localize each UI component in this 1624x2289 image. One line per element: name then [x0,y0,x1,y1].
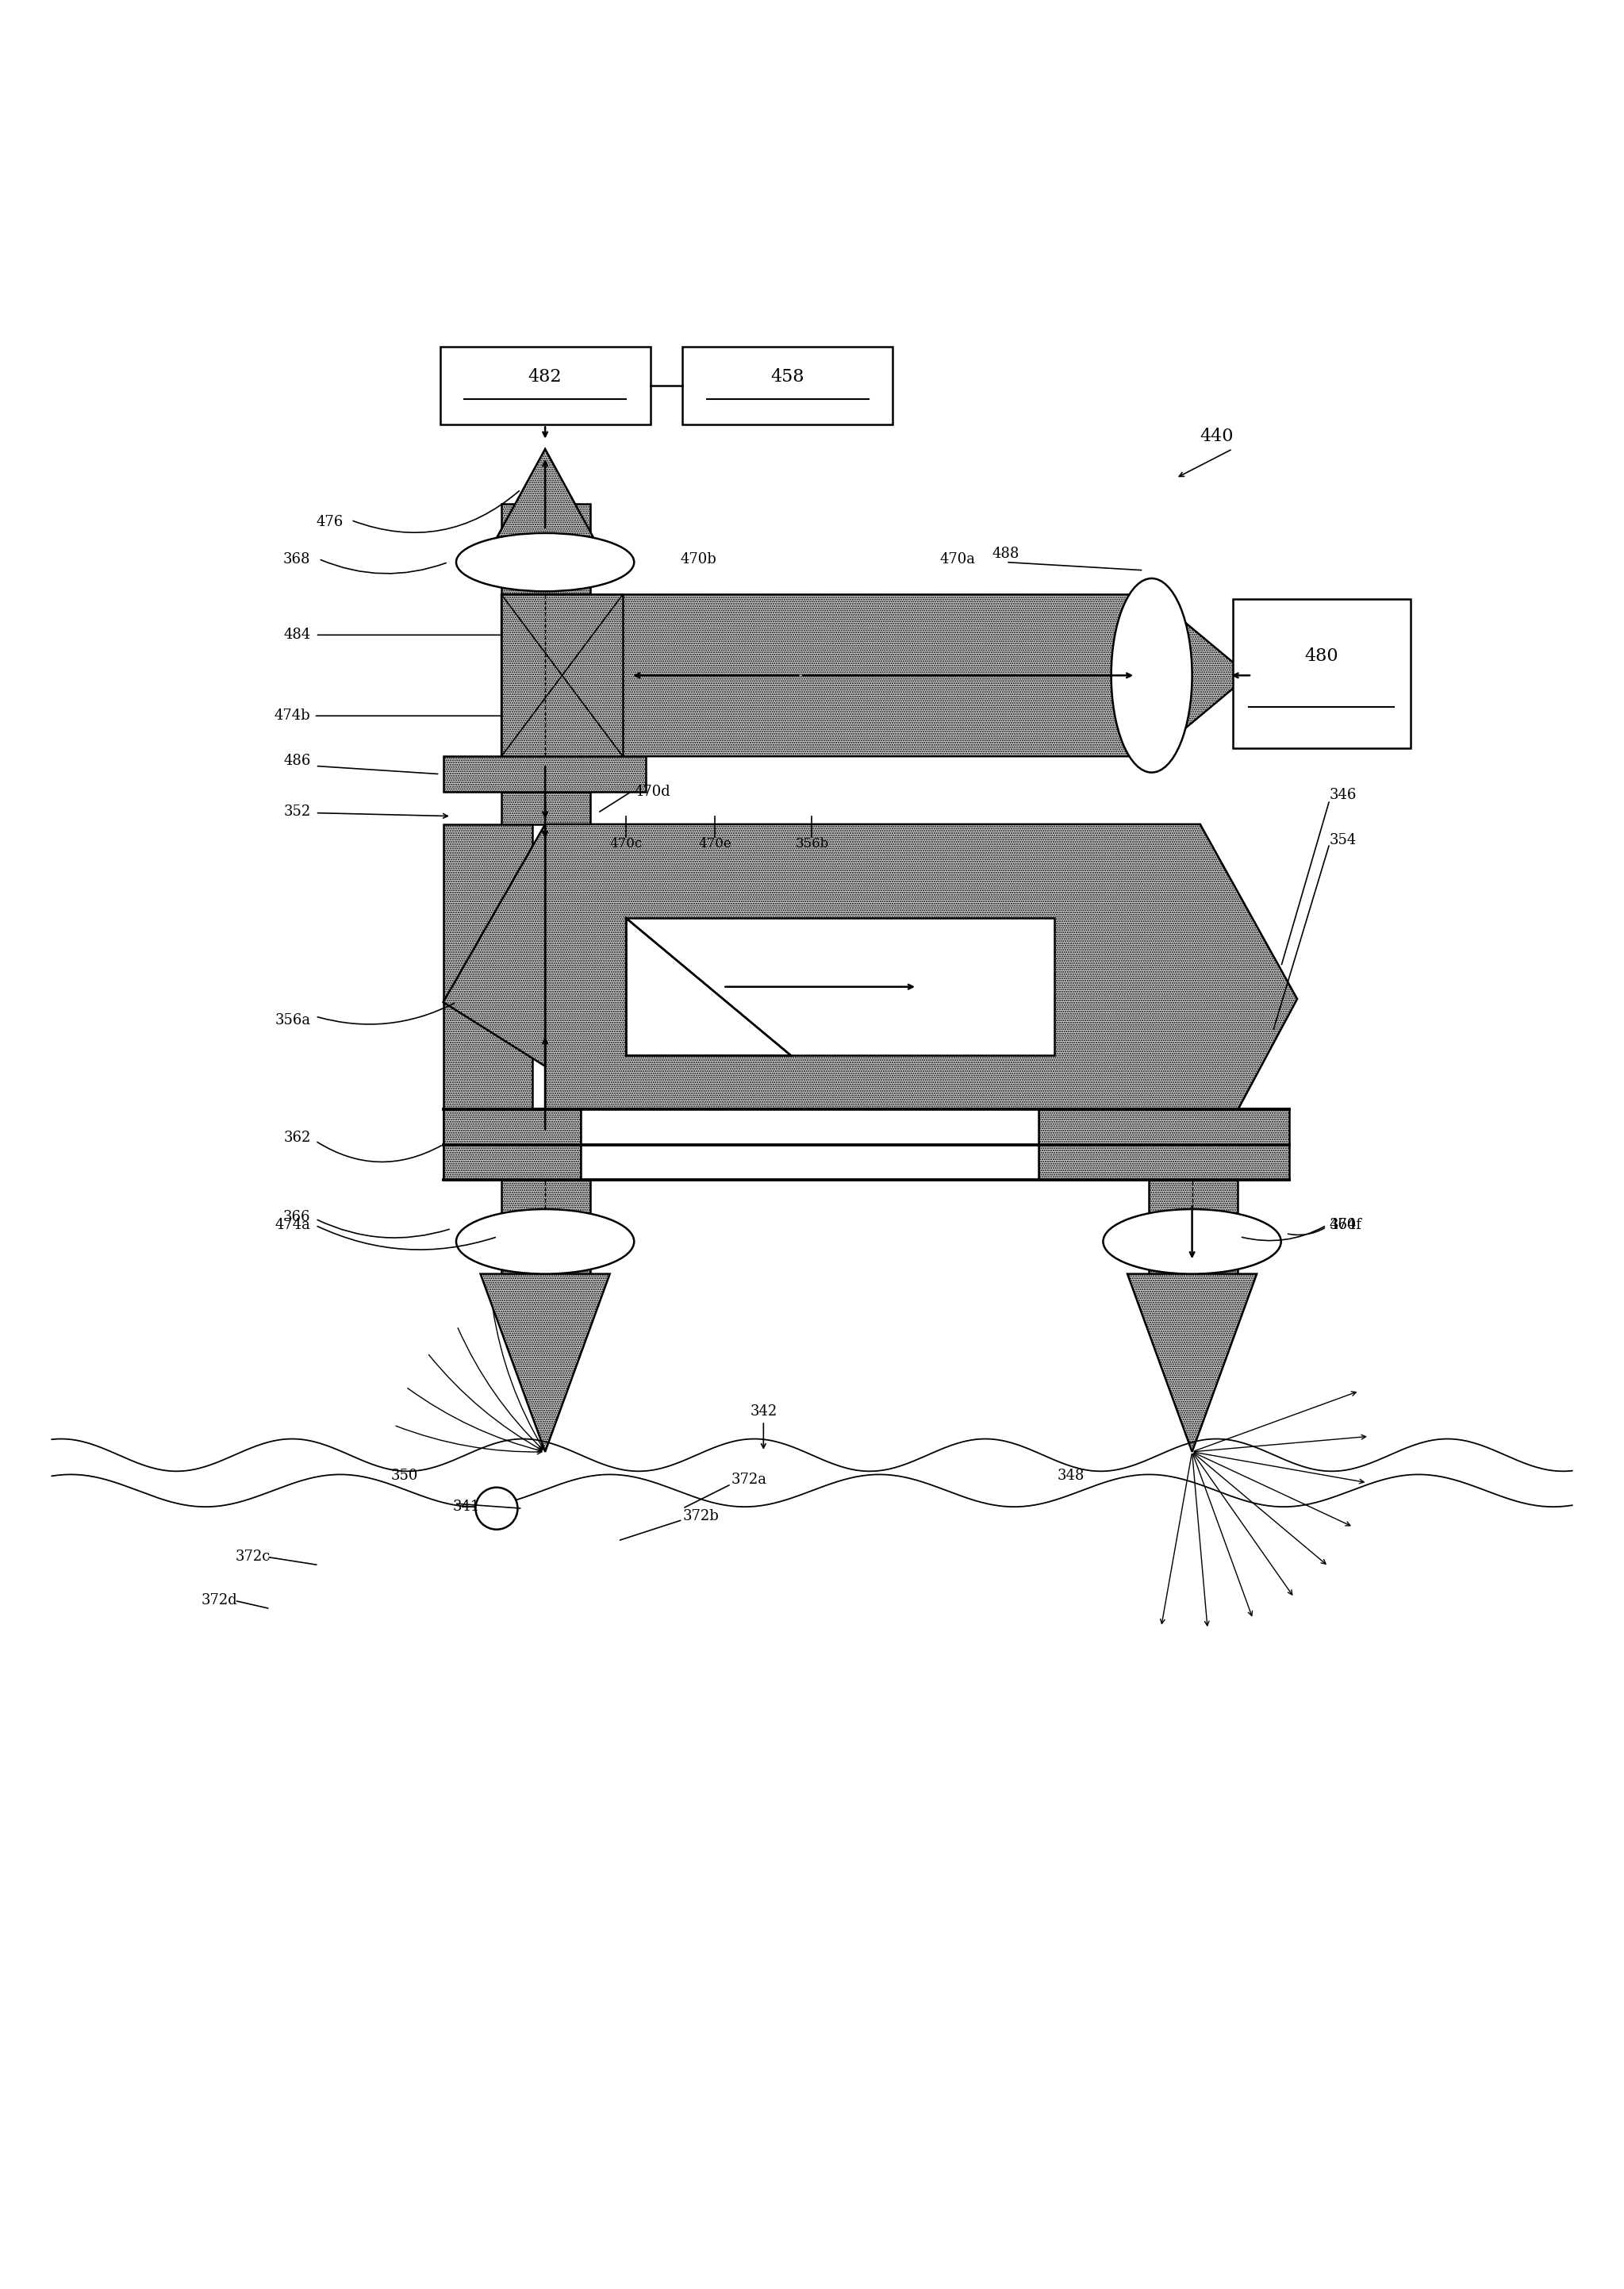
Text: 372b: 372b [682,1508,719,1524]
Text: 352: 352 [284,803,310,819]
Text: 480: 480 [1304,648,1338,664]
Bar [1233,600,1410,749]
Text: 366: 366 [283,1211,310,1225]
Text: 356b: 356b [796,838,828,852]
Bar [502,1181,591,1291]
Text: 470a: 470a [940,552,976,565]
Polygon shape [1127,1275,1257,1451]
Ellipse shape [456,533,633,591]
Ellipse shape [1111,579,1192,771]
Text: 470e: 470e [698,838,731,852]
Text: 470f: 470f [1330,1218,1363,1231]
Text: 482: 482 [528,369,562,385]
Text: 474a: 474a [274,1218,310,1231]
Text: 368: 368 [283,552,310,565]
Polygon shape [625,918,791,1055]
Polygon shape [497,449,594,538]
Bar [502,504,591,620]
Bar [443,1108,581,1181]
Text: 470d: 470d [633,785,671,799]
Text: 342: 342 [750,1403,776,1419]
Text: 484: 484 [284,627,310,643]
Text: 486: 486 [283,753,310,769]
Text: 470c: 470c [609,838,643,852]
Text: 474b: 474b [274,710,310,723]
Bar [502,792,591,824]
Circle shape [476,1488,518,1529]
Text: 364: 364 [1330,1218,1356,1231]
Text: 354: 354 [1330,833,1356,847]
Bar [625,918,1054,1055]
Bar [502,595,591,620]
Text: 348: 348 [1057,1470,1085,1483]
Polygon shape [502,595,1249,755]
Bar [1148,1181,1237,1291]
Bar [682,348,893,426]
Bar [443,824,533,1181]
Text: 372d: 372d [201,1593,237,1607]
Polygon shape [443,824,546,1067]
Text: 440: 440 [1200,428,1234,444]
Polygon shape [481,1275,611,1451]
Bar [502,595,622,755]
Text: 470b: 470b [680,552,716,565]
Polygon shape [546,824,1298,1181]
Text: 350: 350 [391,1470,417,1483]
Bar [440,348,650,426]
Text: 458: 458 [771,369,804,385]
Bar [443,755,645,792]
Text: 488: 488 [992,547,1020,561]
Text: 372a: 372a [731,1472,767,1486]
Ellipse shape [456,1209,633,1275]
Text: 341: 341 [453,1499,481,1513]
Text: 476: 476 [315,515,343,529]
Text: 362: 362 [283,1131,310,1144]
Ellipse shape [1103,1209,1281,1275]
Text: 346: 346 [1330,787,1356,801]
Text: 372c: 372c [235,1550,270,1563]
Bar [581,1108,1038,1181]
Bar [1038,1108,1289,1181]
Text: 356a: 356a [274,1012,310,1028]
